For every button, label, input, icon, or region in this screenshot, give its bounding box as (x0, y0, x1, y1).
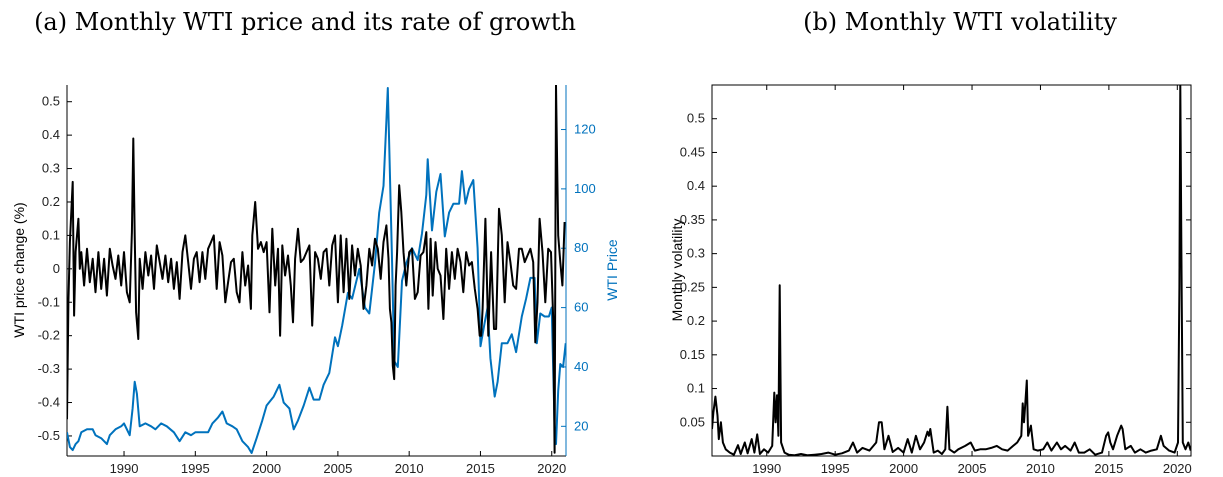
y-tick-label: 0.3 (687, 246, 705, 261)
y-tick-label-left: 0 (53, 261, 60, 276)
y-tick-label: 0.4 (687, 178, 705, 193)
y-tick-label-left: 0.5 (42, 94, 60, 109)
y-tick-label-right: 40 (574, 359, 588, 374)
x-tick-label: 2015 (466, 461, 495, 476)
x-tick-label: 2010 (1026, 461, 1055, 476)
x-tick-label: 2015 (1094, 461, 1123, 476)
y-axis-label-left: WTI price change (%) (11, 202, 27, 337)
y-tick-label: 0.15 (680, 347, 705, 362)
y-tick-label: 0.5 (687, 111, 705, 126)
y-axis-label-right: WTI Price (604, 239, 620, 301)
y-tick-label-left: 0.1 (42, 227, 60, 242)
y-tick-label-left: -0.5 (38, 428, 60, 443)
series-line-volatility (712, 85, 1191, 456)
x-tick-label: 2020 (537, 461, 566, 476)
x-tick-label: 2005 (323, 461, 352, 476)
y-tick-label-left: -0.1 (38, 294, 60, 309)
y-axis-label: Monthly volatility (669, 219, 685, 322)
series-line-wti-price-change (67, 85, 566, 454)
series-line-wti-price (67, 87, 566, 454)
y-tick-label-right: 100 (574, 181, 596, 196)
x-tick-label: 2000 (889, 461, 918, 476)
y-tick-label-left: -0.2 (38, 328, 60, 343)
panel-a-caption: (a) Monthly WTI price and its rate of gr… (34, 8, 576, 36)
y-tick-label-left: -0.4 (38, 395, 60, 410)
y-tick-label: 0.2 (687, 313, 705, 328)
y-tick-label: 0.25 (680, 279, 705, 294)
x-tick-label: 2000 (252, 461, 281, 476)
panel-b-caption: (b) Monthly WTI volatility (803, 8, 1117, 36)
y-tick-label-left: 0.4 (42, 127, 60, 142)
y-tick-label: 0.35 (680, 212, 705, 227)
plot-frame (711, 84, 1192, 457)
y-tick-label: 0.05 (680, 414, 705, 429)
y-tick-label-right: 20 (574, 418, 588, 433)
y-tick-label-left: 0.2 (42, 194, 60, 209)
x-tick-label: 2010 (395, 461, 424, 476)
y-tick-label: 0.45 (680, 144, 705, 159)
y-tick-label-right: 60 (574, 300, 588, 315)
y-tick-label-left: -0.3 (38, 361, 60, 376)
y-tick-label-right: 80 (574, 240, 588, 255)
y-tick-label-left: 0.3 (42, 161, 60, 176)
y-tick-label-right: 120 (574, 122, 596, 137)
x-tick-label: 1995 (821, 461, 850, 476)
y-tick-label: 0.1 (687, 381, 705, 396)
x-tick-label: 1995 (181, 461, 210, 476)
x-tick-label: 1990 (110, 461, 139, 476)
x-tick-label: 2005 (958, 461, 987, 476)
x-tick-label: 2020 (1163, 461, 1192, 476)
x-tick-label: 1990 (752, 461, 781, 476)
